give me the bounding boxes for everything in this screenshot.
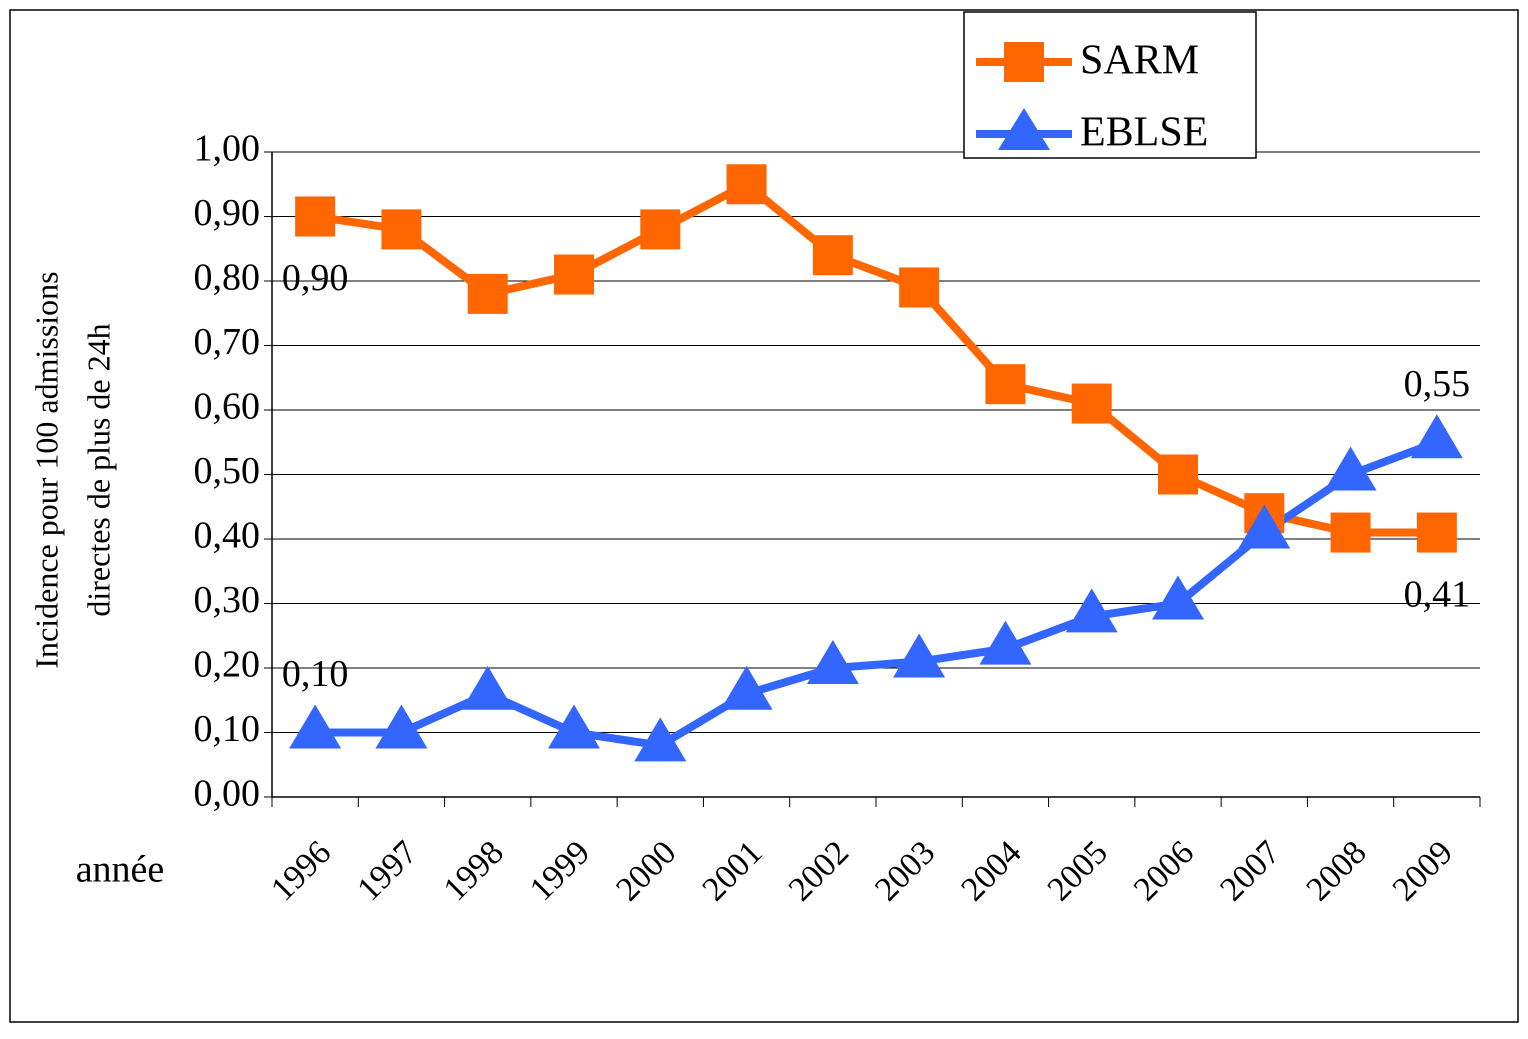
marker (720, 665, 773, 710)
marker (467, 273, 508, 314)
y-tick-label: 0,00 (194, 773, 261, 815)
marker (899, 267, 940, 308)
legend-marker (1004, 42, 1044, 82)
y-tick-label: 0,70 (194, 321, 261, 363)
marker (893, 633, 946, 678)
data-label: 0,41 (1404, 573, 1471, 615)
y-tick-label: 0,20 (194, 644, 261, 686)
marker (812, 235, 853, 276)
marker (461, 665, 514, 710)
marker (640, 209, 681, 250)
marker (381, 209, 422, 250)
marker (289, 704, 342, 749)
legend-label: EBLSE (1080, 110, 1208, 156)
y-axis-label-line: Incidence pour 100 admissions (28, 271, 64, 668)
marker (726, 164, 767, 205)
marker (985, 364, 1026, 405)
marker (375, 704, 428, 749)
y-tick-label: 0,50 (194, 450, 261, 492)
y-tick-label: 0,40 (194, 515, 261, 557)
y-tick-label: 0,80 (194, 257, 261, 299)
legend-marker (998, 108, 1050, 150)
marker (1238, 504, 1291, 549)
marker (806, 640, 859, 684)
legend-label: SARM (1080, 38, 1199, 84)
y-tick-label: 1,00 (194, 128, 261, 170)
marker (1158, 454, 1198, 495)
y-axis-label-line: directes de plus de 24h (80, 323, 116, 616)
data-label: 0,55 (1404, 363, 1471, 405)
marker (548, 704, 600, 749)
marker (1410, 414, 1463, 459)
data-label: 0,90 (282, 257, 349, 299)
marker (979, 620, 1032, 665)
marker (634, 717, 687, 762)
marker (295, 196, 336, 237)
marker (554, 254, 594, 295)
y-tick-label: 0,10 (194, 708, 261, 750)
y-axis-label: Incidence pour 100 admissions directes d… (28, 271, 116, 668)
y-tick-label: 0,30 (194, 579, 261, 621)
y-tick-label: 0,60 (194, 386, 261, 428)
marker (1065, 588, 1118, 633)
marker (1330, 512, 1371, 553)
x-axis-label: année (76, 849, 165, 891)
data-label: 0,10 (282, 653, 349, 695)
marker (1324, 446, 1377, 491)
marker (1416, 512, 1457, 553)
marker (1152, 575, 1204, 620)
y-tick-label: 0,90 (194, 192, 261, 234)
marker (1071, 383, 1112, 424)
